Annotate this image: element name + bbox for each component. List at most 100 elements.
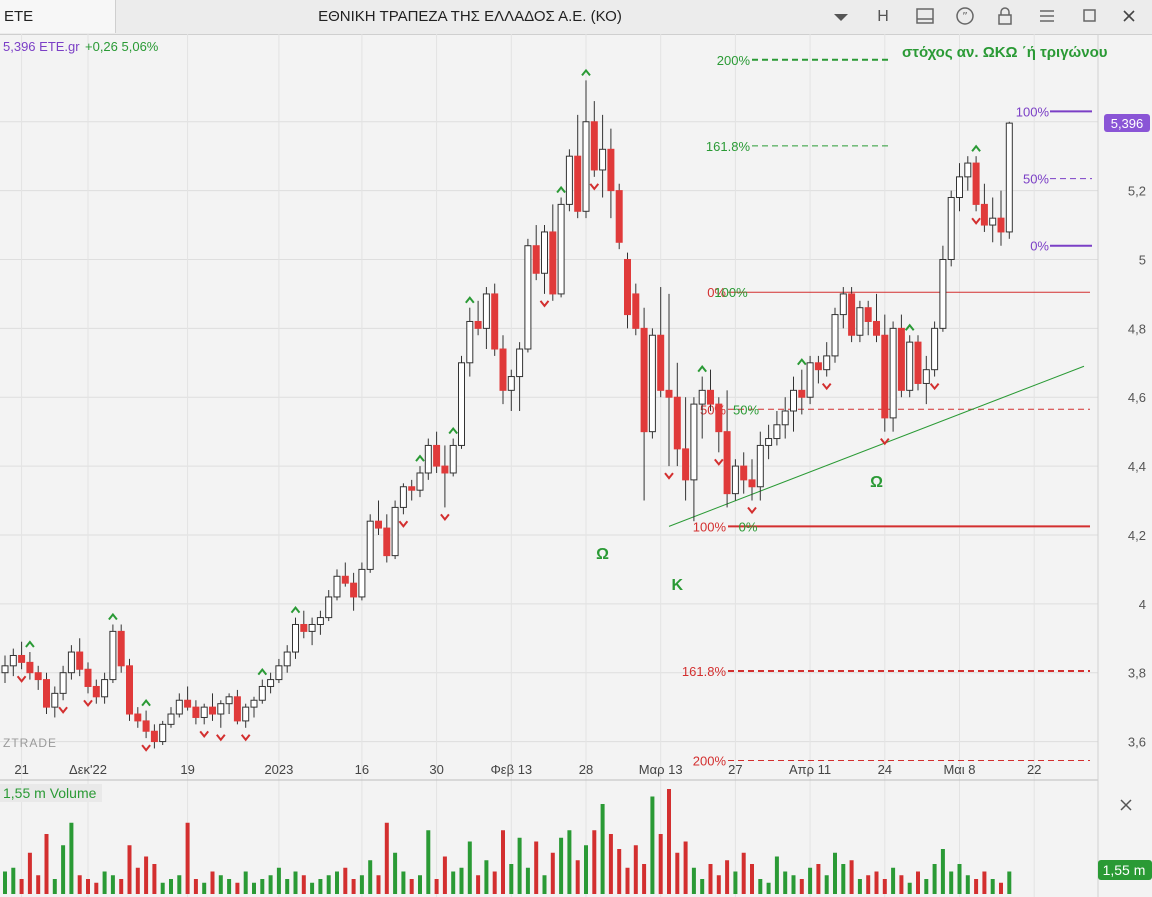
candle-body bbox=[922, 369, 930, 384]
candle bbox=[43, 672, 50, 715]
y-axis: 3,63,844,24,44,64,855,25,4 bbox=[1128, 115, 1146, 750]
volume-bar bbox=[160, 882, 165, 894]
candle-body bbox=[134, 713, 142, 722]
candle-body bbox=[275, 665, 283, 681]
volume-bar bbox=[891, 867, 896, 894]
candle-body bbox=[698, 389, 706, 405]
candle-body bbox=[217, 703, 225, 715]
volume-bar bbox=[293, 871, 298, 894]
candle bbox=[814, 355, 822, 384]
volume-bar bbox=[27, 852, 32, 894]
fib-label-upper: 161.8% bbox=[706, 139, 751, 154]
lock-icon[interactable] bbox=[990, 0, 1020, 33]
candle-body bbox=[150, 730, 158, 743]
x-tick-label: Απρ 11 bbox=[789, 762, 831, 777]
symbol-tab[interactable]: ETE bbox=[0, 0, 116, 33]
volume-bar bbox=[110, 875, 115, 894]
volume-bar bbox=[965, 875, 970, 894]
candle bbox=[582, 80, 590, 219]
volume-bar bbox=[675, 852, 680, 894]
volume-bar bbox=[741, 852, 746, 894]
volume-bar bbox=[642, 864, 647, 894]
fib-label-recent: 0% bbox=[1030, 239, 1049, 254]
volume-bar bbox=[69, 822, 74, 894]
candle bbox=[308, 617, 316, 646]
maximize-icon[interactable] bbox=[1074, 0, 1104, 33]
volume-bar bbox=[990, 879, 995, 894]
volume-bar bbox=[94, 882, 99, 894]
chevron-down-icon[interactable] bbox=[826, 0, 856, 33]
candle bbox=[665, 293, 673, 467]
volume-bar bbox=[326, 875, 331, 894]
candle-body bbox=[350, 582, 358, 598]
candle-body bbox=[250, 699, 258, 708]
close-volume-panel[interactable] bbox=[1120, 799, 1132, 811]
x-tick-label: 24 bbox=[878, 762, 892, 777]
volume-bar bbox=[882, 879, 887, 894]
x-tick-label: Μαι 8 bbox=[943, 762, 975, 777]
candle bbox=[399, 483, 407, 515]
candle bbox=[333, 569, 341, 601]
signal-down-icon bbox=[83, 699, 93, 707]
volume-bar bbox=[525, 867, 530, 894]
candle-body bbox=[175, 699, 183, 715]
volume-bar bbox=[584, 845, 588, 894]
candle-body bbox=[557, 203, 565, 295]
price-chart[interactable]: 0%50%100%161.8%200%100%50%0%161.8%200%10… bbox=[0, 34, 1152, 897]
volume-bar bbox=[335, 871, 339, 894]
volume-bar bbox=[260, 879, 265, 894]
candle-body bbox=[117, 630, 125, 667]
volume-bar bbox=[144, 856, 149, 894]
candle bbox=[524, 238, 532, 353]
candle bbox=[1005, 121, 1013, 239]
h-button[interactable]: H bbox=[877, 8, 889, 25]
candle-body bbox=[292, 623, 299, 653]
candle bbox=[831, 307, 839, 363]
candle bbox=[225, 693, 233, 715]
x-tick-label: 27 bbox=[728, 762, 742, 777]
candle bbox=[947, 190, 955, 267]
signal-markers bbox=[16, 68, 981, 752]
signal-down-icon bbox=[58, 706, 68, 714]
candle bbox=[101, 672, 109, 704]
volume-bar bbox=[816, 864, 821, 894]
candle-body bbox=[408, 486, 416, 491]
candle-body bbox=[325, 596, 333, 619]
volume-bar bbox=[866, 875, 871, 894]
volume-bar bbox=[658, 834, 663, 894]
volume-bar bbox=[899, 875, 904, 894]
signal-down-icon bbox=[821, 382, 832, 391]
volume-bar bbox=[1007, 871, 1012, 894]
candle-body bbox=[931, 327, 939, 371]
candle bbox=[922, 355, 930, 405]
candle-body bbox=[192, 706, 200, 718]
svg-text:”: ” bbox=[962, 10, 968, 23]
volume-bar bbox=[633, 845, 638, 894]
candle-body bbox=[9, 654, 17, 667]
volume-bar bbox=[940, 849, 945, 894]
x-axis: 21 Δεκ'22 19 2023 16 30 Φεβ 13 28 Μαρ 13 27 Απρ 11… bbox=[14, 762, 1041, 777]
close-icon[interactable] bbox=[1114, 0, 1144, 33]
candle-body bbox=[964, 162, 972, 178]
candle-body bbox=[798, 389, 806, 398]
volume-bar bbox=[924, 879, 929, 894]
volume-bar bbox=[874, 871, 879, 894]
volume-bar bbox=[667, 789, 671, 894]
volume-bar bbox=[534, 841, 539, 894]
candle-body bbox=[947, 197, 955, 260]
volume-bar bbox=[44, 834, 49, 894]
candle-body bbox=[34, 672, 42, 681]
volume-bar bbox=[3, 871, 7, 894]
candle-body bbox=[101, 679, 109, 698]
quote-icon[interactable]: ” bbox=[950, 0, 980, 33]
menu-icon[interactable] bbox=[1032, 0, 1062, 33]
signal-up-icon bbox=[25, 640, 35, 648]
candle-body bbox=[682, 448, 690, 481]
candle bbox=[9, 648, 17, 677]
y-tick-label: 5 bbox=[1139, 252, 1146, 267]
candle-body bbox=[516, 348, 524, 378]
volume-bar bbox=[907, 882, 912, 894]
candle-body bbox=[640, 327, 648, 433]
candle bbox=[839, 287, 847, 329]
panel-icon[interactable] bbox=[910, 0, 940, 33]
